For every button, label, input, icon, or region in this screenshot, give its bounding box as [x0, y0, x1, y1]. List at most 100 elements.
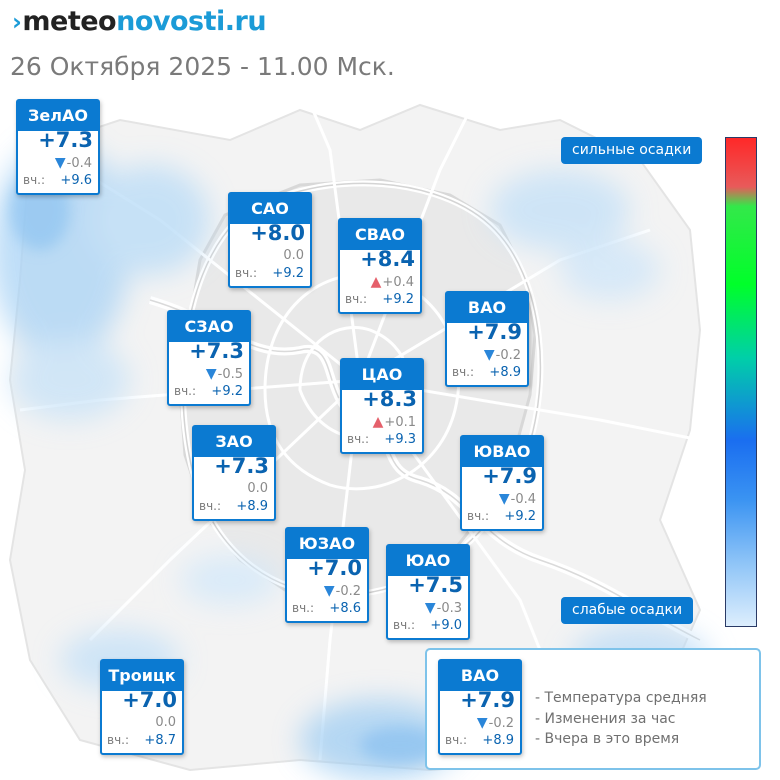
hourly-change: ▲+0.4: [370, 274, 414, 290]
yesterday-value: +9.2: [211, 384, 243, 399]
temperature-value: +8.3: [362, 387, 417, 411]
yesterday-value: +8.9: [236, 499, 268, 514]
yesterday-value: +8.9: [489, 365, 521, 380]
yesterday-value: +9.0: [430, 618, 462, 633]
district-card-sao[interactable]: САО +8.0 0.0 вч.: +9.2: [228, 192, 312, 288]
yesterday-value: +9.2: [272, 266, 304, 281]
temperature-value: +7.3: [38, 128, 93, 152]
yesterday-label: вч.:: [235, 266, 258, 280]
yesterday-row: вч.: +8.7: [107, 733, 176, 748]
district-card-yuvao[interactable]: ЮВАО +7.9 ▼-0.4 вч.: +9.2: [460, 435, 544, 531]
district-name: ЮАО: [388, 546, 468, 576]
hourly-change: ▼-0.3: [424, 600, 462, 616]
temperature-value: +7.0: [307, 556, 362, 580]
temperature-value: +7.9: [482, 464, 537, 488]
district-card-cao[interactable]: ЦАО +8.3 ▲+0.1 вч.: +9.3: [340, 358, 424, 454]
yesterday-label: вч.:: [445, 733, 468, 747]
hourly-change: ▼-0.2: [476, 715, 514, 731]
yesterday-value: +8.6: [329, 601, 361, 616]
temperature-value: +8.4: [360, 247, 415, 271]
district-card-vao[interactable]: ВАО +7.9 ▼-0.2 вч.: +8.9: [445, 291, 529, 387]
date-time-subtitle: 26 Октября 2025 - 11.00 Мск.: [10, 52, 395, 81]
yesterday-row: вч.: +8.9: [445, 733, 514, 748]
yesterday-label: вч.:: [174, 384, 197, 398]
yesterday-row: вч.: +9.2: [467, 509, 536, 524]
district-card-szao[interactable]: СЗАО +7.3 ▼-0.5 вч.: +9.2: [167, 310, 251, 406]
yesterday-value: +8.7: [144, 733, 176, 748]
district-name: ЦАО: [342, 360, 422, 390]
temperature-value: +7.3: [189, 339, 244, 363]
hourly-change: 0.0: [155, 715, 176, 730]
district-name: ЗелАО: [18, 101, 98, 131]
temperature-value: +8.0: [250, 221, 305, 245]
legend-sample-card: ВАО +7.9 ▼-0.2 вч.: +8.9: [438, 659, 522, 755]
logo-text-novosti: novosti.ru: [116, 6, 267, 37]
yesterday-label: вч.:: [292, 601, 315, 615]
temperature-value: +7.5: [408, 573, 463, 597]
trend-arrow-icon: ▼: [424, 600, 436, 616]
temperature-value: +7.9: [467, 320, 522, 344]
hourly-change: ▼-0.4: [498, 491, 536, 507]
yesterday-row: вч.: +9.6: [23, 173, 92, 188]
hourly-change: ▼-0.5: [205, 366, 243, 382]
district-card-zao[interactable]: ЗАО +7.3 0.0 вч.: +8.9: [192, 425, 276, 521]
yesterday-value: +9.6: [60, 173, 92, 188]
yesterday-row: вч.: +8.9: [452, 365, 521, 380]
legend-item-yesterday: - Вчера в это время: [535, 731, 680, 747]
yesterday-label: вч.:: [467, 509, 490, 523]
hourly-change: 0.0: [283, 248, 304, 263]
yesterday-label: вч.:: [347, 432, 370, 446]
yesterday-row: вч.: +9.0: [393, 618, 462, 633]
district-card-yuzao[interactable]: ЮЗАО +7.0 ▼-0.2 вч.: +8.6: [285, 527, 369, 623]
yesterday-value: +9.2: [382, 292, 414, 307]
hourly-change: ▼-0.2: [483, 347, 521, 363]
legend-list: - Температура средняя - Изменения за час…: [535, 690, 707, 752]
district-name: ЮВАО: [462, 437, 542, 467]
yesterday-label: вч.:: [452, 365, 475, 379]
logo-text-meteo: meteo: [22, 6, 117, 37]
district-card-yuao[interactable]: ЮАО +7.5 ▼-0.3 вч.: +9.0: [386, 544, 470, 640]
legend-item-temperature: - Температура средняя: [535, 690, 707, 706]
yesterday-label: вч.:: [199, 499, 222, 513]
hourly-change: ▼-0.4: [54, 155, 92, 171]
yesterday-value: +9.3: [384, 432, 416, 447]
yesterday-label: вч.:: [23, 173, 46, 187]
district-name: ЗАО: [194, 427, 274, 457]
trend-arrow-icon: ▲: [370, 274, 382, 290]
legend-item-change: - Изменения за час: [535, 710, 676, 727]
precipitation-scale-bar: [725, 137, 757, 627]
district-card-troitsk[interactable]: Троицк +7.0 0.0 вч.: +8.7: [100, 659, 184, 755]
temperature-value: +7.3: [214, 454, 269, 478]
yesterday-label: вч.:: [107, 733, 130, 747]
hourly-change: ▼-0.2: [323, 583, 361, 599]
temperature-value: +7.0: [122, 688, 177, 712]
trend-arrow-icon: ▼: [323, 583, 335, 599]
yesterday-row: вч.: +9.3: [347, 432, 416, 447]
district-name: СЗАО: [169, 312, 249, 342]
yesterday-label: вч.:: [345, 292, 368, 306]
yesterday-row: вч.: +8.9: [199, 499, 268, 514]
scale-label-weak: слабые осадки: [561, 597, 694, 624]
district-card-zelao[interactable]: ЗелАО +7.3 ▼-0.4 вч.: +9.6: [16, 99, 100, 195]
site-logo[interactable]: ›meteonovosti.ru: [12, 6, 267, 37]
yesterday-row: вч.: +9.2: [174, 384, 243, 399]
trend-arrow-icon: ▼: [498, 491, 510, 507]
yesterday-label: вч.:: [393, 618, 416, 632]
yesterday-row: вч.: +9.2: [235, 266, 304, 281]
district-name: Троицк: [102, 661, 182, 691]
scale-label-strong: сильные осадки: [561, 137, 703, 164]
trend-arrow-icon: ▼: [54, 155, 66, 171]
temperature-value: +7.9: [460, 688, 515, 712]
trend-arrow-icon: ▼: [476, 715, 488, 731]
logo-chevron-icon: ›: [12, 8, 22, 36]
trend-arrow-icon: ▼: [483, 347, 495, 363]
yesterday-row: вч.: +9.2: [345, 292, 414, 307]
trend-arrow-icon: ▲: [372, 414, 384, 430]
district-name: ЮЗАО: [287, 529, 367, 559]
hourly-change: ▲+0.1: [372, 414, 416, 430]
district-card-svao[interactable]: СВАО +8.4 ▲+0.4 вч.: +9.2: [338, 218, 422, 314]
trend-arrow-icon: ▼: [205, 366, 217, 382]
yesterday-row: вч.: +8.6: [292, 601, 361, 616]
yesterday-value: +8.9: [482, 733, 514, 748]
yesterday-value: +9.2: [504, 509, 536, 524]
